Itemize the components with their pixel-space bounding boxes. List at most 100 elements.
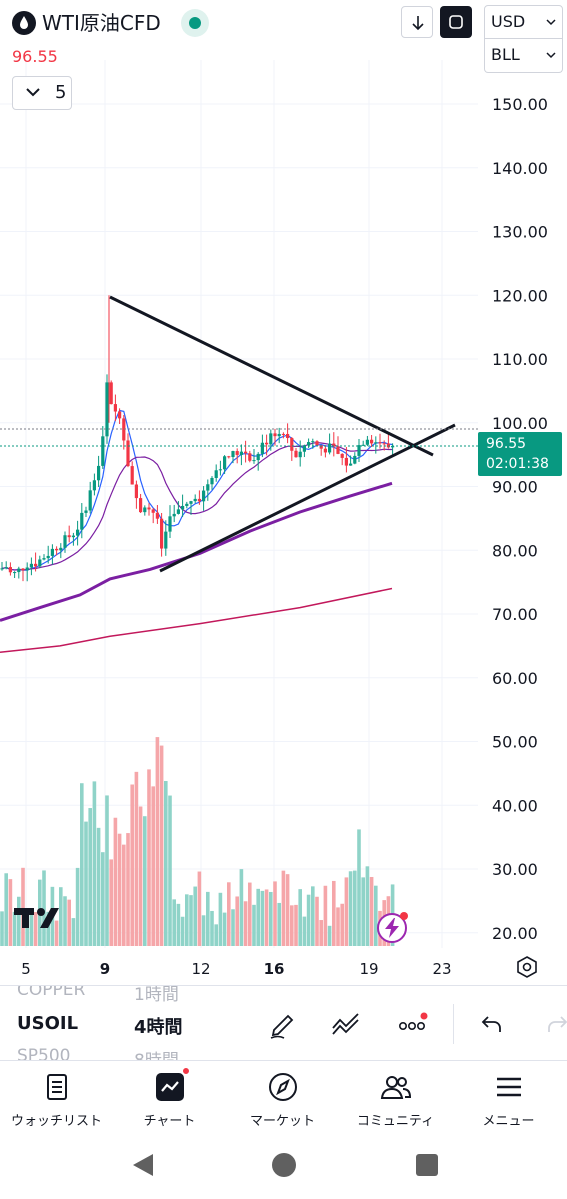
candle-body (260, 442, 264, 454)
redo-icon[interactable] (541, 1008, 567, 1040)
candle-body (105, 382, 109, 437)
volume-bar (369, 876, 374, 946)
brush-icon[interactable] (266, 1008, 298, 1040)
home-icon[interactable] (272, 1153, 296, 1177)
back-icon[interactable] (133, 1154, 153, 1176)
y-tick-label: 90.00 (492, 478, 538, 497)
volume-bar (365, 866, 370, 946)
y-tick-label: 20.00 (492, 924, 538, 943)
toolbar-divider (453, 1004, 454, 1044)
candle-body (235, 451, 239, 455)
trend-lines-icon[interactable] (330, 1008, 362, 1040)
chart-settings-icon[interactable] (515, 955, 539, 979)
triangle-upper-line[interactable] (109, 295, 434, 457)
symbol-current[interactable]: USOIL (17, 1013, 79, 1034)
indicators-collapse-button[interactable]: 5 (12, 76, 72, 110)
nav-menu-label: メニュー (482, 1114, 535, 1129)
candle-body (4, 567, 8, 569)
volume-bar (323, 885, 328, 946)
timeframe-current[interactable]: 4時間 (134, 1017, 183, 1038)
volume-bar (218, 892, 223, 946)
flash-icon[interactable] (377, 912, 408, 943)
community-icon (379, 1070, 413, 1104)
candle-body (273, 433, 277, 437)
volume-bar (302, 916, 307, 946)
volume-bar (277, 902, 281, 946)
y-tick-label: 50.00 (492, 733, 538, 752)
volume-bar (344, 877, 349, 946)
triangle-lower-line[interactable] (159, 423, 456, 573)
unit-select[interactable]: BLL (484, 39, 563, 73)
candle-body (323, 448, 327, 453)
timeframe-prev[interactable]: 1時間 (134, 985, 179, 1005)
x-tick-label: 5 (21, 960, 31, 978)
recents-icon[interactable] (416, 1154, 438, 1176)
volume-bar (332, 880, 336, 946)
symbol-prev[interactable]: COPPER (17, 985, 86, 1000)
candle-body (181, 505, 185, 510)
fullscreen-button[interactable] (440, 6, 472, 38)
volume-bar (113, 817, 118, 946)
candle-body (71, 535, 75, 538)
nav-watchlist[interactable]: ウォッチリスト (0, 1062, 113, 1142)
candle-body (97, 465, 101, 481)
volume-bar (214, 924, 218, 946)
candle-body (126, 440, 130, 467)
symbol-name[interactable]: WTI原油CFD (42, 11, 161, 35)
volume-bar (101, 852, 105, 946)
candle-body (391, 445, 395, 448)
volume-bar (88, 808, 92, 946)
nav-community[interactable]: コミュニティ (339, 1062, 452, 1142)
candle-body (67, 535, 71, 538)
chart-header: WTI原油CFD 96.55 USD BLL 5 (0, 0, 567, 110)
market-status-icon[interactable] (181, 9, 209, 37)
nav-menu[interactable]: メニュー (452, 1062, 565, 1142)
chart-area[interactable]: 150.00 140.00 130.00 120.00 110.00 100.00 90.0… (0, 0, 567, 985)
volume-bar (46, 911, 50, 946)
nav-market[interactable]: マーケット (226, 1062, 339, 1142)
candle-body (172, 513, 176, 517)
candle-body (0, 568, 4, 570)
volume-bar (193, 886, 197, 946)
more-tools-icon[interactable] (397, 1008, 429, 1040)
price-chart[interactable]: 150.00 140.00 130.00 120.00 110.00 100.00 90.0… (0, 0, 567, 985)
chevron-down-icon (26, 88, 40, 97)
nav-chart[interactable]: チャート (113, 1062, 226, 1142)
volume-bars (0, 737, 395, 946)
symbol-next[interactable]: SP500 (17, 1046, 71, 1061)
volume-bar (197, 871, 202, 946)
candle-body (252, 460, 256, 462)
candle-body (38, 559, 42, 567)
volume-bar (294, 904, 298, 946)
nav-community-label: コミュニティ (356, 1114, 435, 1129)
candle-body (340, 453, 344, 458)
volume-bar (260, 890, 265, 946)
volume-bar (374, 885, 378, 946)
candle-body (218, 469, 222, 471)
volume-bar (151, 786, 155, 946)
undo-icon[interactable] (476, 1008, 508, 1040)
candle-body (46, 555, 50, 559)
candle-body (328, 443, 332, 453)
moving-averages (0, 409, 393, 654)
volume-bar (281, 870, 286, 946)
candle-body (21, 568, 25, 571)
candle-body (357, 445, 361, 456)
volume-bar (42, 870, 46, 946)
volume-bar (327, 925, 332, 946)
candle-body (160, 518, 164, 549)
volume-bar (348, 871, 353, 946)
timeframe-next[interactable]: 8時間 (134, 1051, 179, 1061)
currency-select[interactable]: USD (484, 5, 563, 39)
candle-body (206, 484, 210, 491)
candle-body (164, 531, 168, 549)
volume-bar (180, 916, 185, 946)
volume-bar (17, 896, 21, 946)
candle-body (231, 451, 235, 458)
tradingview-logo-icon (14, 905, 62, 931)
volume-bar (185, 894, 189, 946)
candle-body (151, 509, 155, 513)
candle-body (13, 572, 17, 574)
drawings[interactable] (109, 295, 456, 573)
download-button[interactable] (401, 6, 433, 38)
